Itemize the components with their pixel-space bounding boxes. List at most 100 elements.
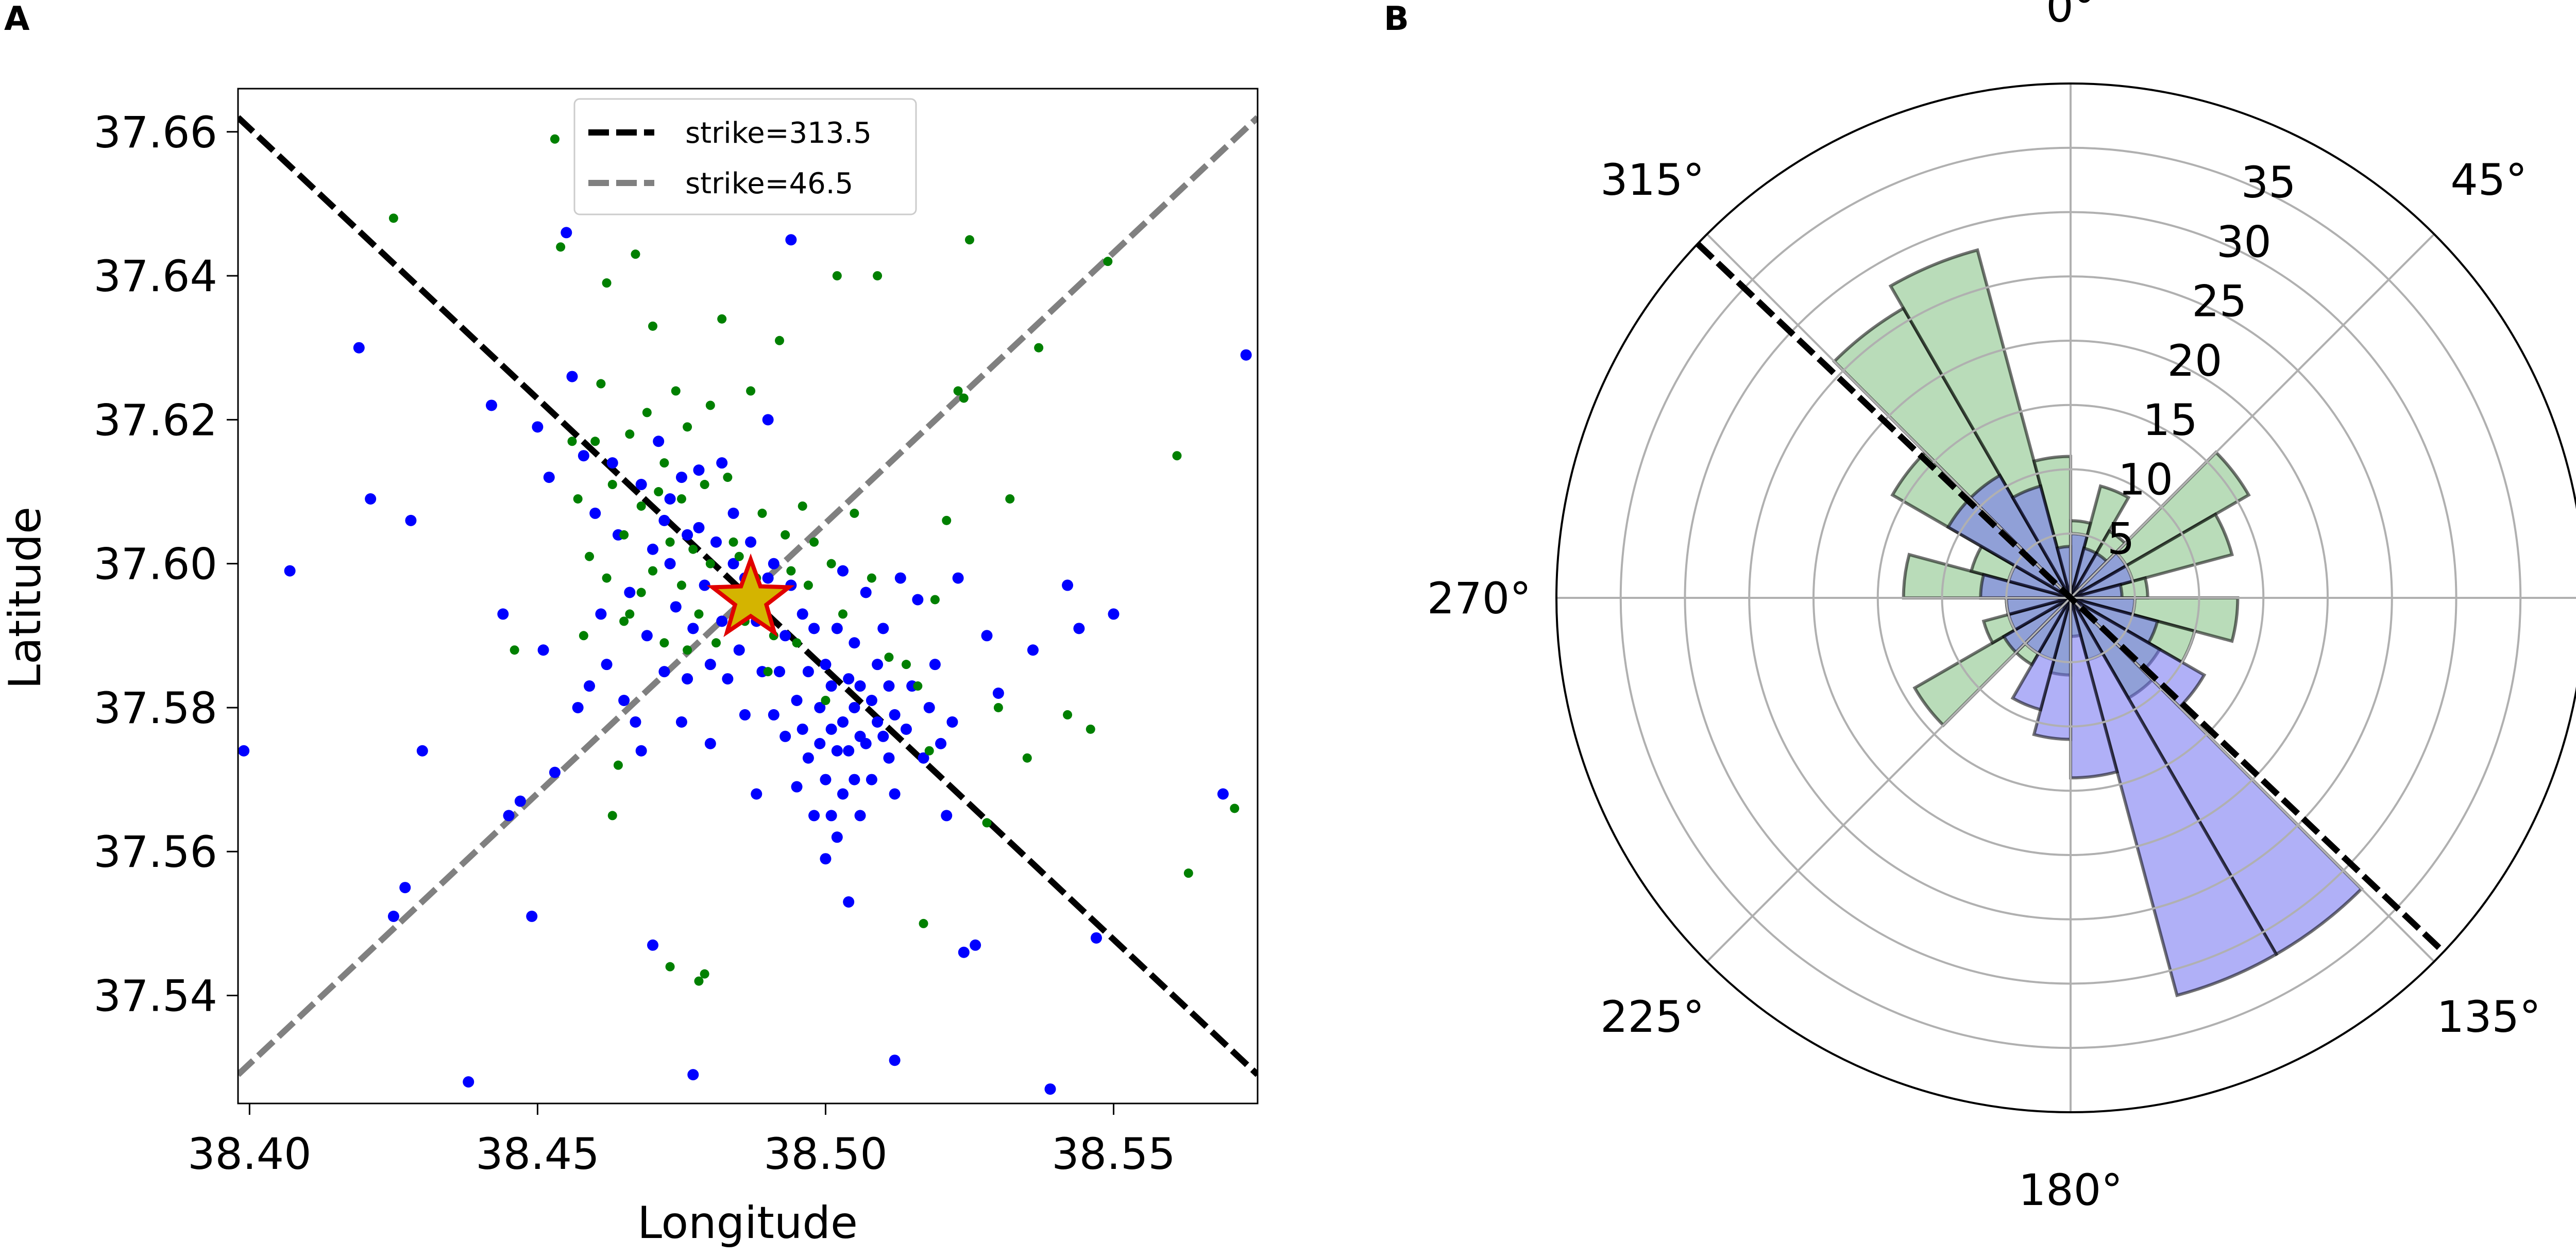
- blue-event-point: [814, 738, 826, 749]
- green-event-point: [982, 818, 992, 828]
- rose-strike-line: [1695, 241, 2446, 955]
- blue-event-point: [572, 701, 584, 713]
- blue-event-point: [843, 745, 855, 757]
- green-event-point: [607, 480, 617, 490]
- angular-grid-line: [2070, 233, 2435, 599]
- green-event-point: [648, 566, 658, 576]
- blue-event-point: [820, 659, 832, 671]
- green-event-point: [688, 544, 698, 554]
- green-event-point: [798, 501, 807, 511]
- y-tick-label: 37.66: [94, 107, 217, 158]
- blue-event-point: [831, 745, 843, 757]
- green-event-point: [665, 537, 675, 547]
- y-tick-label: 37.60: [94, 539, 217, 590]
- green-event-point: [596, 379, 606, 389]
- blue-event-point: [768, 709, 779, 721]
- blue-event-point: [485, 399, 497, 411]
- green-event-point: [930, 595, 940, 605]
- green-event-point: [388, 213, 398, 223]
- green-event-point: [919, 918, 928, 928]
- blue-event-point: [618, 694, 630, 706]
- blue-event-point: [578, 450, 589, 462]
- blue-event-point: [704, 659, 716, 671]
- green-event-point: [717, 314, 727, 324]
- y-tick-label: 37.56: [94, 827, 217, 877]
- green-event-point: [711, 638, 721, 648]
- blue-event-point: [624, 587, 636, 598]
- blue-event-point: [532, 421, 544, 433]
- blue-event-point: [866, 774, 877, 785]
- blue-event-point: [497, 608, 509, 620]
- blue-event-point: [825, 810, 837, 822]
- blue-event-point: [1073, 623, 1085, 634]
- green-event-point: [993, 702, 1003, 712]
- blue-event-point: [796, 723, 808, 735]
- blue-event-point: [699, 579, 710, 591]
- blue-event-point: [387, 910, 399, 922]
- blue-event-point: [837, 565, 849, 577]
- blue-event-point: [664, 493, 676, 505]
- blue-rose-bar: [2069, 597, 2279, 997]
- blue-event-point: [918, 752, 929, 764]
- blue-event-point: [353, 342, 365, 354]
- blue-event-point: [514, 795, 526, 807]
- green-event-point: [631, 249, 640, 259]
- angle-label: 45°: [2450, 155, 2527, 205]
- blue-event-point: [808, 810, 820, 822]
- blue-event-point: [647, 543, 659, 555]
- blue-event-point: [405, 514, 417, 526]
- blue-event-point: [704, 738, 716, 749]
- green-event-point: [676, 580, 686, 590]
- blue-event-point: [687, 623, 699, 634]
- x-tick-label: 38.45: [476, 1129, 599, 1179]
- blue-event-point: [877, 730, 889, 742]
- green-event-point: [671, 386, 681, 396]
- rose-outer-ring: [1555, 82, 2576, 1113]
- blue-event-point: [820, 853, 832, 865]
- blue-event-point: [889, 709, 901, 721]
- blue-event-point: [1044, 1083, 1056, 1095]
- blue-event-point: [889, 788, 901, 800]
- y-tick-label: 37.62: [94, 395, 217, 445]
- green-event-point: [700, 480, 709, 490]
- blue-event-point: [970, 939, 981, 951]
- green-event-point: [792, 638, 802, 648]
- green-event-point: [781, 530, 790, 540]
- blue-event-point: [1240, 349, 1252, 361]
- green-event-point: [642, 408, 652, 417]
- radial-label: 20: [2167, 336, 2223, 386]
- blue-event-point: [820, 774, 832, 785]
- blue-event-point: [831, 831, 843, 843]
- green-event-point: [659, 638, 669, 648]
- green-event-point: [619, 530, 629, 540]
- green-event-point: [659, 458, 669, 468]
- blue-event-point: [675, 716, 687, 728]
- blue-event-point: [365, 493, 377, 505]
- blue-event-point: [837, 716, 849, 728]
- blue-rose-bar: [2010, 484, 2072, 599]
- blue-event-point: [238, 745, 250, 757]
- green-event-point: [636, 588, 646, 597]
- blue-event-point: [606, 457, 618, 469]
- green-event-point: [850, 508, 859, 518]
- green-event-point: [832, 271, 842, 281]
- blue-event-point: [762, 414, 774, 426]
- green-event-point: [734, 551, 744, 561]
- green-event-point: [959, 393, 969, 403]
- green-event-point: [579, 631, 588, 641]
- blue-event-point: [946, 716, 958, 728]
- y-tick-label: 37.64: [94, 251, 217, 302]
- green-event-point: [1063, 710, 1073, 719]
- blue-event-point: [601, 659, 613, 671]
- green-event-point: [964, 235, 974, 245]
- blue-event-point: [825, 680, 837, 692]
- green-event-point: [676, 494, 686, 504]
- green-event-point: [821, 695, 831, 705]
- blue-event-point: [872, 659, 884, 671]
- green-event-point: [728, 537, 738, 547]
- blue-event-point: [860, 738, 872, 749]
- blue-event-point: [1217, 788, 1229, 800]
- angle-label: 180°: [2019, 1165, 2123, 1215]
- blue-event-point: [284, 565, 296, 577]
